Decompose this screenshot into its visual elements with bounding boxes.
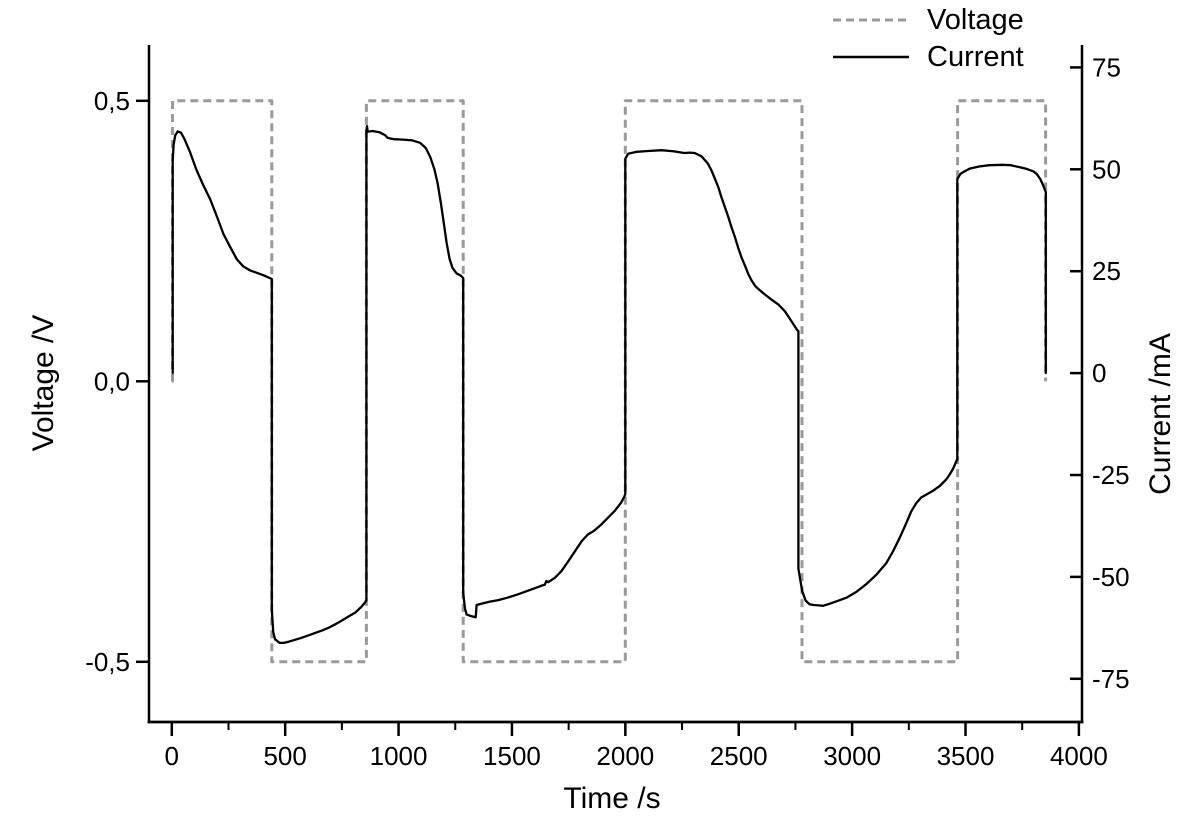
y-right-tick-label: 75 xyxy=(1092,52,1121,82)
y-left-tick-label: 0,5 xyxy=(94,86,130,116)
legend-label-current: Current xyxy=(927,41,1024,73)
y-right-tick-label: 50 xyxy=(1092,154,1121,184)
y-right-axis-title: Current /mA xyxy=(1144,333,1177,495)
y-left-tick-label: 0,0 xyxy=(94,366,130,396)
y-left-tick-label: -0,5 xyxy=(85,647,130,677)
legend-item-current: Current xyxy=(832,41,1024,73)
x-tick-label: 0 xyxy=(165,741,179,771)
y-right-tick-label: 25 xyxy=(1092,256,1121,286)
y-right-tick-label: 0 xyxy=(1092,358,1106,388)
x-tick-label: 1500 xyxy=(483,741,541,771)
current-curve xyxy=(171,124,1047,645)
x-tick-label: 1000 xyxy=(370,741,428,771)
legend-label-voltage: Voltage xyxy=(927,4,1024,36)
x-tick-label: 3000 xyxy=(823,741,881,771)
current-legend-line-icon xyxy=(833,55,909,59)
x-tick-label: 3500 xyxy=(937,741,995,771)
voltage-curve xyxy=(171,99,1048,664)
legend-item-voltage: Voltage xyxy=(832,4,1024,36)
x-tick-label: 4000 xyxy=(1050,741,1108,771)
y-right-tick-label: -50 xyxy=(1092,562,1130,592)
y-right-tick-label: -75 xyxy=(1092,664,1130,694)
voltage-legend-line-icon xyxy=(833,18,909,22)
x-tick-label: 2000 xyxy=(596,741,654,771)
x-tick-label: 2500 xyxy=(710,741,768,771)
y-right-tick-label: -25 xyxy=(1092,460,1130,490)
y-left-axis-title: Voltage /V xyxy=(27,314,60,452)
x-tick-label: 500 xyxy=(263,741,306,771)
legend: Voltage Current xyxy=(832,4,1024,73)
x-axis-title: Time /s xyxy=(563,782,661,815)
